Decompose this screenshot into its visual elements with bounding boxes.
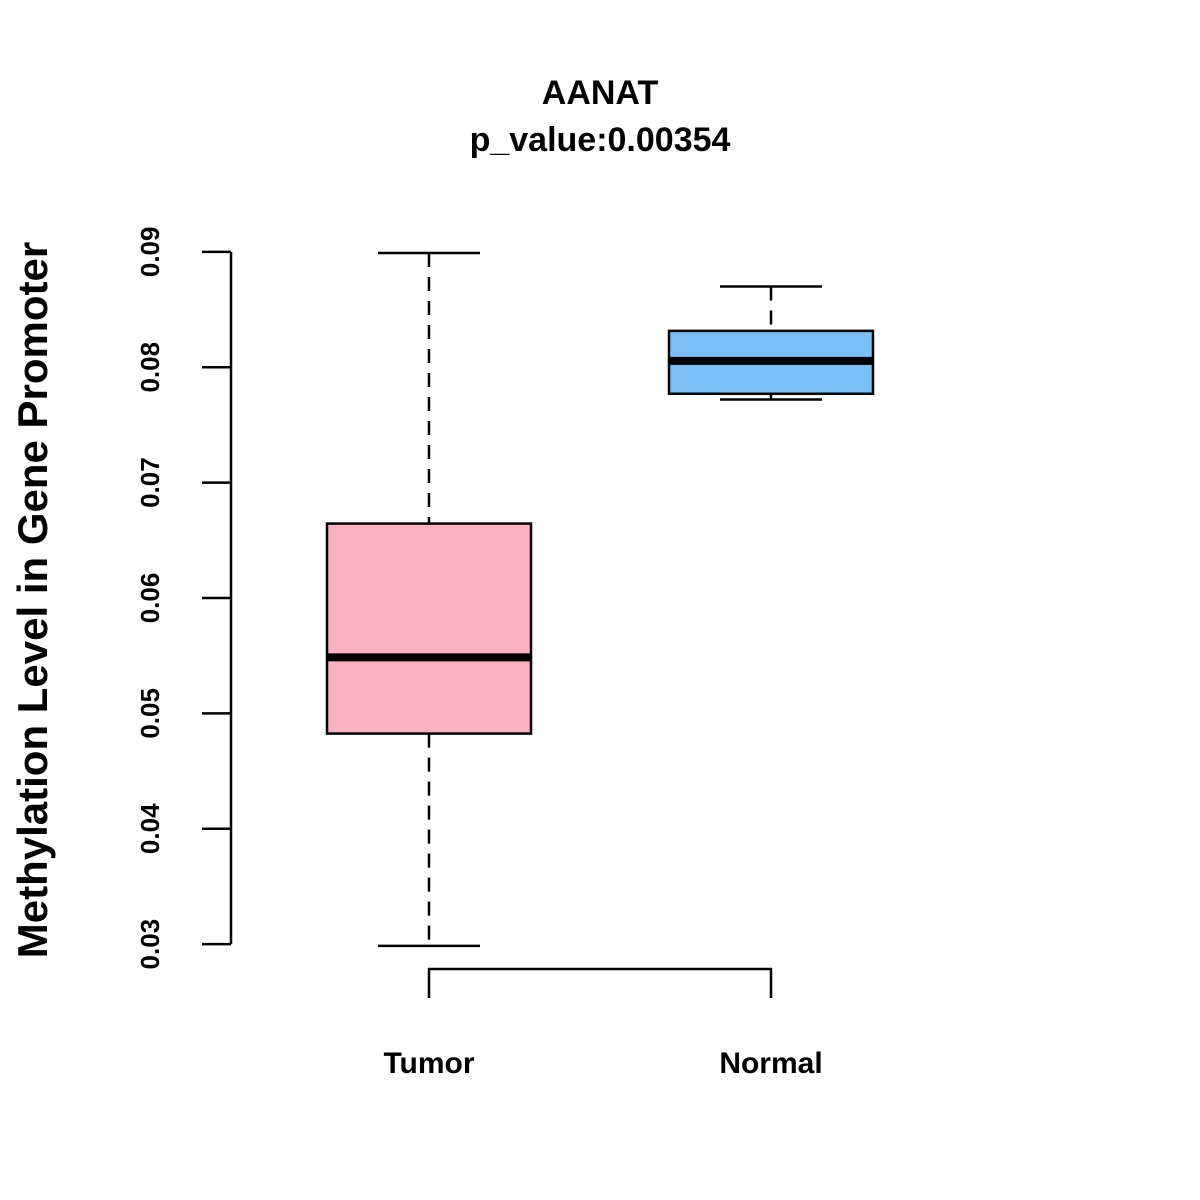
y-tick-label: 0.05 [135,688,165,739]
y-tick-label: 0.04 [135,803,165,854]
iqr-box [325,522,533,735]
y-axis: 0.03 0.04 0.05 0.06 0.07 0.08 0.09 [135,227,233,970]
y-tick-label: 0.08 [135,342,165,393]
category-label-normal: Normal [719,1047,822,1080]
chart-subtitle: p_value:0.00354 [470,121,731,159]
category-labels: Tumor Normal [383,1047,822,1080]
boxes [325,251,875,948]
y-tick-label: 0.07 [135,457,165,508]
y-tick-label: 0.06 [135,573,165,624]
box-tumor [325,251,533,948]
y-tick-label: 0.09 [135,227,165,278]
category-label-tumor: Tumor [383,1047,474,1080]
chart-title: AANAT [542,74,659,112]
y-tick-label: 0.03 [135,919,165,970]
box-normal [667,285,875,401]
y-axis-label: Methylation Level in Gene Promoter [9,242,56,958]
bracket-line [427,967,773,998]
significance-bracket [427,967,773,998]
